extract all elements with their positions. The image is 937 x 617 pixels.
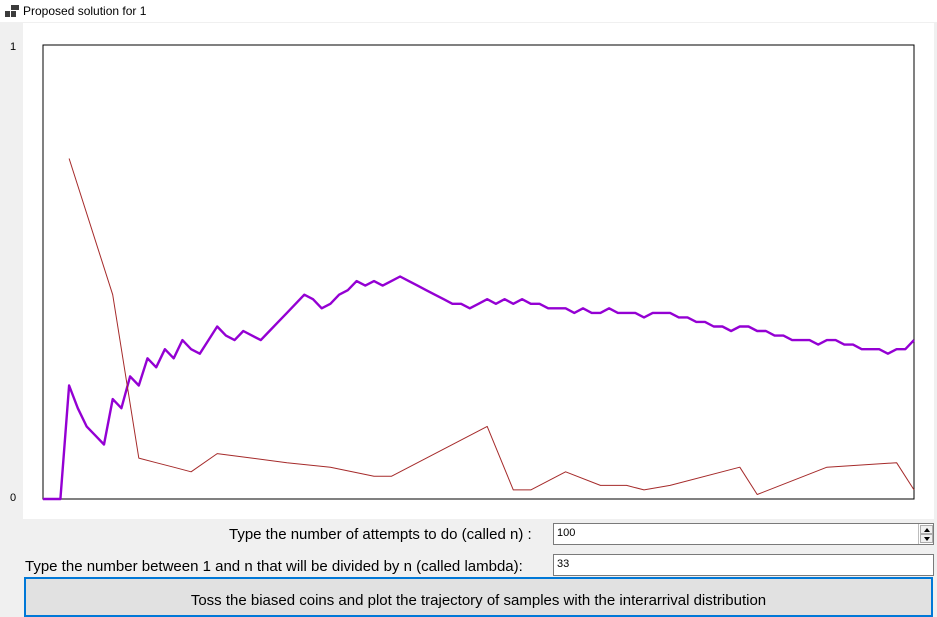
spin-up-button[interactable] <box>920 525 933 534</box>
title-bar: Proposed solution for 1 <box>0 0 937 22</box>
chevron-down-icon <box>923 536 930 541</box>
attempts-label: Type the number of attempts to do (calle… <box>229 526 532 543</box>
toss-coins-button[interactable]: Toss the biased coins and plot the traje… <box>24 577 933 617</box>
attempts-input[interactable]: 100 <box>553 523 934 545</box>
chart-panel <box>23 23 934 519</box>
attempts-value: 100 <box>557 527 576 539</box>
lambda-input[interactable]: 33 <box>553 554 934 576</box>
trajectory-series-line <box>43 275 915 501</box>
trajectory-chart <box>42 44 915 501</box>
lambda-label: Type the number between 1 and n that wil… <box>25 558 523 575</box>
window-title: Proposed solution for 1 <box>23 4 147 18</box>
chevron-up-icon <box>923 527 930 532</box>
app-icon <box>5 5 19 17</box>
plot-frame <box>42 44 915 500</box>
spin-down-button[interactable] <box>920 534 933 543</box>
interarrival-series-line <box>68 158 915 495</box>
attempts-spinner[interactable] <box>918 524 934 544</box>
y-axis-max-label: 1 <box>10 41 17 53</box>
y-axis-min-label: 0 <box>10 492 17 504</box>
lambda-value: 33 <box>557 558 570 570</box>
